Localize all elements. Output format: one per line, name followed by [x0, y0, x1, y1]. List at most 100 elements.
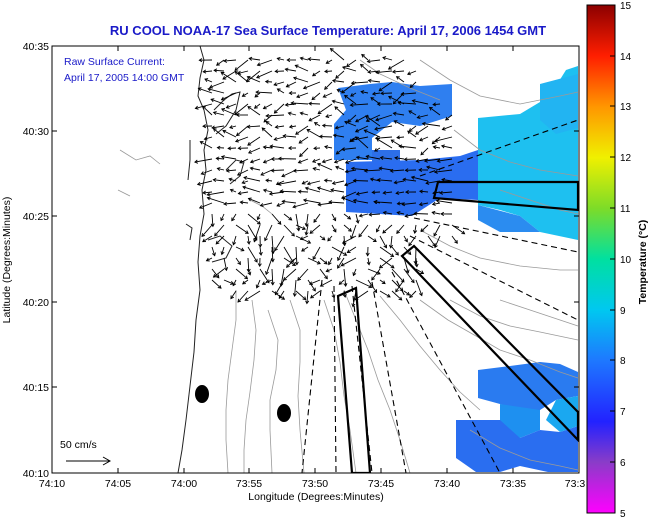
current-vector [370, 97, 381, 105]
current-vector [380, 157, 393, 160]
current-vector-head [410, 279, 415, 284]
current-vector [204, 78, 213, 83]
current-vector-head [237, 298, 242, 303]
current-vector-head [196, 181, 201, 186]
current-vector [408, 235, 417, 246]
current-vector-head [341, 147, 346, 152]
current-vector [271, 246, 274, 262]
current-vector [334, 106, 345, 116]
current-vector [223, 202, 237, 205]
y-tick-label: 40:20 [23, 297, 49, 309]
current-vector-head [294, 64, 299, 69]
current-vector [342, 66, 357, 72]
current-vector [247, 268, 251, 275]
current-vector-head [285, 83, 290, 88]
current-vector-head [383, 244, 388, 249]
current-vector [294, 279, 297, 297]
current-vector [323, 92, 333, 98]
current-vector [342, 197, 357, 204]
current-vector [319, 257, 328, 265]
current-vector-head [264, 79, 269, 84]
current-vector [303, 199, 321, 204]
current-vector [274, 136, 285, 141]
current-vector [274, 235, 285, 251]
current-vector [451, 235, 458, 244]
current-vector-head [368, 212, 373, 217]
current-vector-head [418, 167, 423, 172]
current-vector-head [400, 278, 405, 283]
current-vector-head [265, 271, 269, 276]
current-vector [312, 158, 321, 163]
current-vector [436, 200, 453, 204]
current-vector-head [330, 188, 335, 193]
current-vector-head [440, 211, 445, 216]
current-vector-head [254, 258, 258, 263]
current-vector-head [285, 264, 290, 268]
current-vector-head [335, 75, 339, 79]
current-vector-head [318, 134, 323, 139]
annotation-line2: April 17, 2005 14:00 GMT [64, 72, 185, 84]
current-vector-head [292, 262, 297, 266]
colorbar-tick-label: 13 [620, 102, 632, 113]
x-tick-label: 74:00 [171, 478, 197, 490]
current-vector [322, 124, 333, 127]
current-vector [303, 81, 321, 89]
current-vector-head [279, 282, 284, 287]
y-tick-label: 40:10 [23, 468, 49, 480]
current-vector-head [331, 294, 336, 299]
current-vector [307, 257, 321, 265]
current-vector-head [229, 125, 234, 130]
current-vector [298, 158, 309, 164]
current-vector-head [212, 111, 217, 116]
current-vector [296, 92, 309, 98]
current-vector-head [426, 165, 431, 170]
current-vector [314, 122, 321, 127]
current-vector-head [297, 277, 302, 281]
colorbar-tick-label: 8 [620, 356, 626, 367]
current-vector [394, 180, 405, 184]
current-vector-head [344, 182, 349, 187]
colorbar-tick-label: 11 [620, 204, 631, 215]
current-vector [242, 180, 249, 184]
x-axis: 74:10 74:05 74:00 73:55 73:50 73:45 73:4… [39, 46, 585, 490]
y-axis-label: Latitude (Degrees:Minutes) [1, 197, 13, 324]
current-vector [433, 146, 441, 149]
current-vector-head [288, 91, 293, 96]
current-vector-head [395, 76, 400, 80]
station-marker [195, 385, 209, 403]
current-vector [415, 257, 418, 267]
current-vector [341, 147, 357, 150]
current-vector-head [432, 145, 437, 150]
current-vector [437, 158, 453, 162]
current-vector-head [317, 202, 322, 207]
current-vector-head [244, 297, 249, 301]
current-vector-head [382, 210, 387, 215]
current-vector [396, 136, 405, 139]
current-vector-head [265, 178, 270, 183]
current-vector [229, 178, 237, 182]
current-vector [247, 76, 261, 83]
current-vector-head [431, 201, 436, 206]
current-vector-head [351, 303, 356, 308]
current-vector [199, 202, 213, 209]
current-vector-head [395, 190, 400, 195]
current-vector-head [396, 230, 400, 234]
current-vector [235, 71, 249, 83]
current-vector-head [350, 80, 355, 86]
current-vector [439, 191, 453, 194]
current-vector [313, 167, 321, 171]
y-tick-label: 40:25 [23, 211, 49, 223]
current-vector [441, 145, 453, 149]
current-vector [379, 167, 393, 171]
current-vector-head [344, 169, 349, 174]
current-vector [213, 179, 225, 182]
current-vector [396, 191, 405, 194]
current-vector-head [212, 128, 217, 132]
map-title: RU COOL NOAA-17 Sea Surface Temperature:… [18, 22, 638, 40]
current-vector [270, 145, 285, 149]
current-vector [244, 290, 261, 301]
current-vector [403, 246, 412, 255]
current-vector [434, 169, 453, 173]
current-vector-head [324, 145, 329, 150]
current-vector [221, 246, 225, 255]
